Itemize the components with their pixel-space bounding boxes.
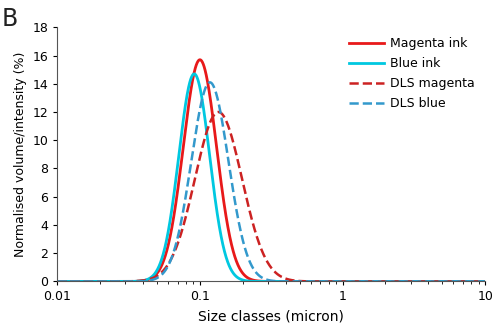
Magenta ink [128,280,134,283]
DLS blue [428,280,434,283]
DLS blue [237,226,243,230]
Blue ink [237,277,243,281]
Magenta ink [103,280,109,283]
Magenta ink [218,183,224,187]
X-axis label: Size classes (micron): Size classes (micron) [198,309,344,323]
DLS magenta [428,280,434,283]
DLS magenta [218,112,224,115]
DLS blue [128,280,134,283]
Text: B: B [2,7,18,31]
Magenta ink [428,280,434,283]
Blue ink [192,72,198,76]
Magenta ink [474,280,480,283]
DLS blue [474,280,480,283]
DLS magenta [54,280,60,283]
Line: DLS magenta: DLS magenta [58,112,485,281]
DLS magenta [474,280,480,283]
DLS blue [218,116,224,120]
DLS blue [103,280,109,283]
Magenta ink [54,280,60,283]
Blue ink [128,280,134,283]
Legend: Magenta ink, Blue ink, DLS magenta, DLS blue: Magenta ink, Blue ink, DLS magenta, DLS … [346,34,479,114]
Blue ink [218,236,224,240]
DLS blue [54,280,60,283]
Line: Magenta ink: Magenta ink [58,60,485,281]
DLS magenta [216,110,222,114]
DLS blue [482,280,488,283]
DLS magenta [482,280,488,283]
DLS magenta [128,279,134,283]
Blue ink [428,280,434,283]
DLS magenta [103,280,109,283]
Blue ink [54,280,60,283]
Blue ink [103,280,109,283]
Y-axis label: Normalised volume/intensity (%): Normalised volume/intensity (%) [14,52,27,257]
Blue ink [474,280,480,283]
DLS magenta [237,168,243,172]
Magenta ink [237,267,243,271]
Line: Blue ink: Blue ink [58,74,485,281]
Magenta ink [482,280,488,283]
Blue ink [482,280,488,283]
Line: DLS blue: DLS blue [58,82,485,281]
DLS blue [207,81,213,84]
Magenta ink [197,58,203,62]
